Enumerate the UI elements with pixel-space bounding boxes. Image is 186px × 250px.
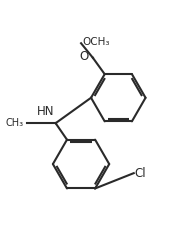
Text: HN: HN — [37, 105, 54, 118]
Text: O: O — [79, 50, 88, 63]
Text: Cl: Cl — [135, 167, 146, 180]
Text: OCH₃: OCH₃ — [83, 37, 110, 47]
Text: CH₃: CH₃ — [6, 118, 24, 128]
